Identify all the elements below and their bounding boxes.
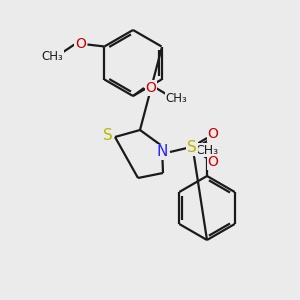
Text: O: O [208,127,218,141]
Text: O: O [208,155,218,169]
Text: S: S [103,128,113,142]
Text: CH₃: CH₃ [165,92,187,104]
Text: CH₃: CH₃ [195,143,219,157]
Text: N: N [156,145,168,160]
Text: S: S [187,140,197,155]
Text: CH₃: CH₃ [41,50,63,63]
Text: O: O [146,81,156,95]
Text: O: O [75,38,86,52]
